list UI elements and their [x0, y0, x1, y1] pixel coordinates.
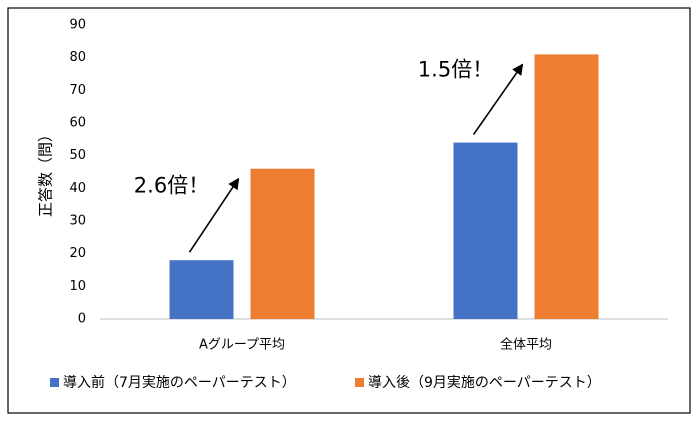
legend-label: 導入後（9月実施のペーパーテスト） [368, 375, 601, 391]
y-tick-label: 10 [69, 279, 86, 294]
bar [250, 168, 315, 319]
x-tick-label: 全体平均 [500, 337, 552, 353]
legend-swatch [355, 378, 364, 387]
legend-swatch [50, 378, 59, 387]
annotation: 1.5倍！ [418, 58, 493, 82]
y-tick-label: 30 [69, 214, 86, 229]
y-axis-label: 正答数（問） [37, 127, 55, 217]
annotation: 2.6倍！ [134, 173, 209, 197]
y-tick-label: 60 [69, 116, 86, 131]
y-tick-label: 50 [69, 148, 86, 163]
bar [169, 260, 234, 319]
bar [453, 142, 518, 319]
arrow [472, 63, 524, 136]
y-tick-label: 20 [69, 246, 86, 261]
y-tick-label: 80 [69, 50, 86, 65]
y-tick-label: 0 [78, 312, 86, 327]
x-tick-label: Aグループ平均 [199, 338, 285, 353]
y-tick-label: 40 [69, 181, 86, 196]
y-tick-label: 90 [69, 18, 86, 33]
bar [534, 54, 599, 320]
legend-label: 導入前（7月実施のペーパーテスト） [63, 374, 296, 391]
arrow [188, 177, 240, 253]
y-tick-label: 70 [69, 83, 86, 98]
